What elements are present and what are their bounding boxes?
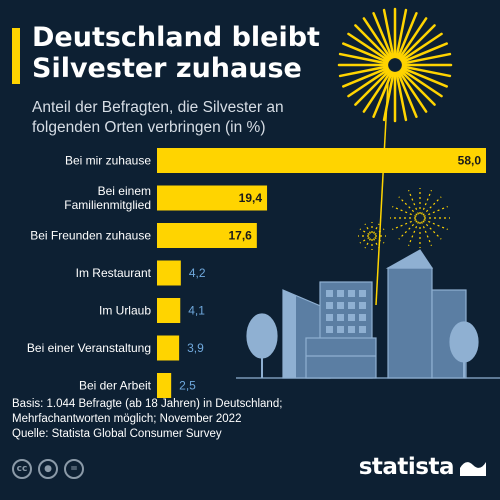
category-label-4: Im Urlaub [99, 304, 151, 318]
statista-logo[interactable]: statista [359, 454, 486, 480]
value-label-0: 58,0 [458, 154, 482, 168]
bar-3 [157, 260, 181, 286]
value-label-3: 4,2 [189, 266, 206, 280]
value-label-5: 3,9 [187, 341, 204, 355]
category-label-6: Bei der Arbeit [79, 379, 152, 393]
value-label-1: 19,4 [239, 191, 263, 205]
category-label-0: Bei mir zuhause [65, 154, 151, 168]
fireworks-illustration [337, 7, 453, 306]
brand-name: statista [358, 454, 455, 480]
statista-wave-icon [460, 462, 486, 476]
value-label-4: 4,1 [188, 304, 205, 318]
category-label-5: Bei einer Veranstaltung [27, 341, 151, 355]
footer-basis-line: Basis: 1.044 Befragte (ab 18 Jahren) in … [12, 398, 283, 410]
person-icon[interactable]: ● [38, 459, 58, 479]
bar-0 [157, 148, 486, 173]
chart-subtitle: Anteil der Befragten, die Silvester an f… [32, 99, 284, 136]
bar-4 [157, 298, 181, 323]
chart-footer: Basis: 1.044 Befragte (ab 18 Jahren) in … [12, 397, 282, 442]
title-accent-bar [12, 28, 20, 84]
category-label-3: Im Restaurant [76, 266, 152, 280]
page-title: Deutschland bleibt Silvester zuhause [32, 22, 320, 84]
value-label-6: 2,5 [179, 379, 196, 393]
cc-icon[interactable]: cc [12, 459, 32, 479]
category-label-1: Bei einem Familienmitglied [64, 184, 151, 212]
bar-6 [157, 373, 172, 398]
footer-source-line: Quelle: Statista Global Consumer Survey [12, 428, 222, 440]
category-label-2: Bei Freunden zuhause [30, 229, 151, 243]
equals-icon[interactable]: = [64, 459, 84, 479]
license-icons: cc ● = [12, 459, 84, 479]
value-label-2: 17,6 [228, 229, 252, 243]
bar-1 [157, 185, 268, 211]
bar-2 [157, 223, 257, 248]
footer-note-line: Mehrfachantworten möglich; November 2022 [12, 413, 242, 425]
bar-5 [157, 335, 180, 361]
city-illustration [236, 249, 500, 379]
